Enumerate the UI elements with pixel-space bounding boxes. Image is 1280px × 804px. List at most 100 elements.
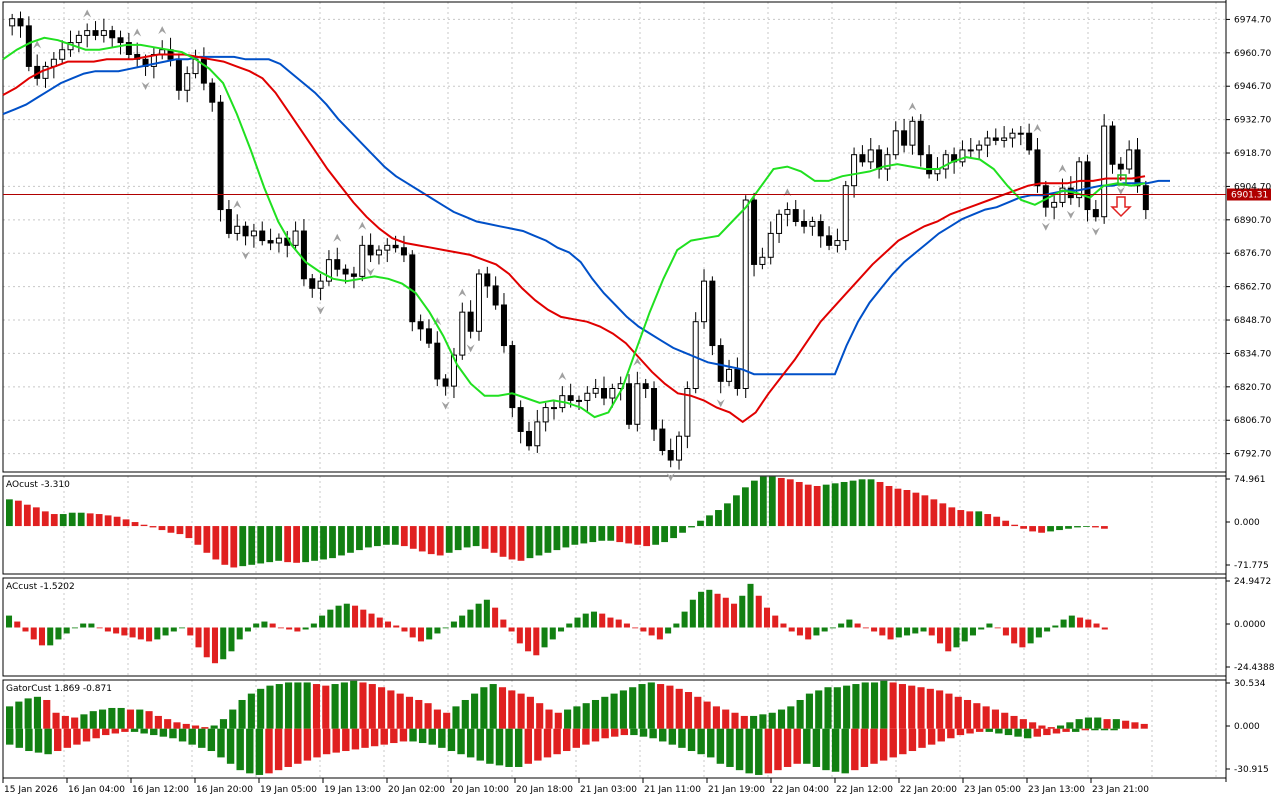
bull-candle[interactable] bbox=[776, 213, 783, 234]
bear-candle[interactable] bbox=[350, 273, 357, 277]
bull-candle[interactable] bbox=[701, 280, 708, 323]
bull-candle[interactable] bbox=[450, 354, 457, 387]
bull-candle[interactable] bbox=[834, 240, 841, 246]
bull-candle[interactable] bbox=[325, 259, 332, 282]
bear-candle[interactable] bbox=[1042, 185, 1049, 208]
bear-candle[interactable] bbox=[17, 18, 24, 27]
bull-candle[interactable] bbox=[784, 209, 791, 215]
bear-candle[interactable] bbox=[734, 368, 741, 389]
bear-candle[interactable] bbox=[300, 230, 307, 280]
bear-candle[interactable] bbox=[1084, 161, 1091, 211]
bull-candle[interactable] bbox=[592, 387, 599, 394]
bear-candle[interactable] bbox=[117, 37, 124, 44]
bear-candle[interactable] bbox=[792, 209, 799, 222]
bull-candle[interactable] bbox=[375, 249, 382, 256]
bull-candle[interactable] bbox=[250, 230, 257, 237]
bull-candle[interactable] bbox=[84, 30, 91, 36]
bull-candle[interactable] bbox=[1009, 132, 1016, 139]
bull-candle[interactable] bbox=[100, 30, 107, 36]
bear-candle[interactable] bbox=[917, 120, 924, 156]
bull-candle[interactable] bbox=[1001, 137, 1008, 141]
bear-candle[interactable] bbox=[817, 220, 824, 237]
bear-candle[interactable] bbox=[1142, 185, 1149, 211]
bear-candle[interactable] bbox=[392, 244, 399, 249]
bull-candle[interactable] bbox=[909, 120, 916, 146]
bull-candle[interactable] bbox=[275, 237, 282, 244]
bull-candle[interactable] bbox=[234, 225, 241, 234]
bull-candle[interactable] bbox=[867, 149, 874, 163]
bull-candle[interactable] bbox=[942, 154, 949, 170]
bull-candle[interactable] bbox=[42, 65, 49, 79]
bull-candle[interactable] bbox=[9, 18, 16, 27]
bear-candle[interactable] bbox=[209, 82, 216, 103]
bull-candle[interactable] bbox=[892, 130, 899, 156]
bear-candle[interactable] bbox=[367, 244, 374, 256]
bear-candle[interactable] bbox=[259, 230, 266, 242]
bear-candle[interactable] bbox=[442, 378, 449, 387]
bull-candle[interactable] bbox=[1126, 149, 1133, 170]
bear-candle[interactable] bbox=[567, 395, 574, 401]
bear-candle[interactable] bbox=[92, 30, 99, 36]
bull-candle[interactable] bbox=[609, 387, 616, 399]
bear-candle[interactable] bbox=[25, 25, 32, 67]
bear-candle[interactable] bbox=[826, 235, 833, 246]
bear-candle[interactable] bbox=[1034, 149, 1041, 187]
bull-candle[interactable] bbox=[550, 407, 557, 410]
bear-candle[interactable] bbox=[225, 209, 232, 234]
bull-candle[interactable] bbox=[842, 185, 849, 242]
bear-candle[interactable] bbox=[1109, 125, 1116, 165]
bear-candle[interactable] bbox=[242, 225, 249, 237]
bear-candle[interactable] bbox=[425, 328, 432, 344]
bull-candle[interactable] bbox=[851, 154, 858, 187]
bear-candle[interactable] bbox=[509, 345, 516, 409]
bear-candle[interactable] bbox=[801, 220, 808, 227]
bear-candle[interactable] bbox=[334, 259, 341, 270]
bull-candle[interactable] bbox=[1017, 132, 1024, 135]
bear-candle[interactable] bbox=[417, 321, 424, 330]
bull-candle[interactable] bbox=[809, 220, 816, 227]
bull-candle[interactable] bbox=[359, 244, 366, 277]
bull-candle[interactable] bbox=[534, 421, 541, 447]
bull-candle[interactable] bbox=[1051, 201, 1058, 208]
bear-candle[interactable] bbox=[217, 101, 224, 211]
bull-candle[interactable] bbox=[692, 321, 699, 389]
bull-candle[interactable] bbox=[759, 256, 766, 265]
bear-candle[interactable] bbox=[434, 342, 441, 380]
bear-candle[interactable] bbox=[901, 130, 908, 146]
bear-candle[interactable] bbox=[709, 280, 716, 347]
bull-candle[interactable] bbox=[384, 244, 391, 251]
bear-candle[interactable] bbox=[342, 268, 349, 275]
bull-candle[interactable] bbox=[1101, 125, 1108, 218]
bull-candle[interactable] bbox=[59, 49, 66, 60]
bear-candle[interactable] bbox=[484, 273, 491, 287]
bear-candle[interactable] bbox=[659, 428, 666, 452]
bear-candle[interactable] bbox=[717, 345, 724, 382]
bear-candle[interactable] bbox=[525, 430, 532, 447]
bear-candle[interactable] bbox=[642, 383, 649, 389]
bull-candle[interactable] bbox=[967, 149, 974, 152]
bull-candle[interactable] bbox=[1076, 161, 1083, 199]
bull-candle[interactable] bbox=[75, 34, 82, 44]
bull-candle[interactable] bbox=[676, 435, 683, 461]
bear-candle[interactable] bbox=[400, 247, 407, 256]
bull-candle[interactable] bbox=[767, 232, 774, 258]
bear-candle[interactable] bbox=[926, 154, 933, 175]
bear-candle[interactable] bbox=[200, 58, 207, 84]
bear-candle[interactable] bbox=[175, 58, 182, 91]
bear-candle[interactable] bbox=[626, 383, 633, 425]
bear-candle[interactable] bbox=[467, 311, 474, 332]
bear-candle[interactable] bbox=[267, 240, 274, 244]
bull-candle[interactable] bbox=[742, 199, 749, 389]
bear-candle[interactable] bbox=[1026, 132, 1033, 151]
bear-candle[interactable] bbox=[876, 149, 883, 170]
bear-candle[interactable] bbox=[1117, 163, 1124, 170]
bear-candle[interactable] bbox=[601, 387, 608, 399]
bull-candle[interactable] bbox=[184, 73, 191, 91]
bear-candle[interactable] bbox=[751, 199, 758, 265]
bull-candle[interactable] bbox=[584, 392, 591, 401]
bull-candle[interactable] bbox=[984, 137, 991, 146]
bull-candle[interactable] bbox=[726, 368, 733, 382]
bear-candle[interactable] bbox=[1134, 149, 1141, 187]
bull-candle[interactable] bbox=[576, 399, 582, 402]
